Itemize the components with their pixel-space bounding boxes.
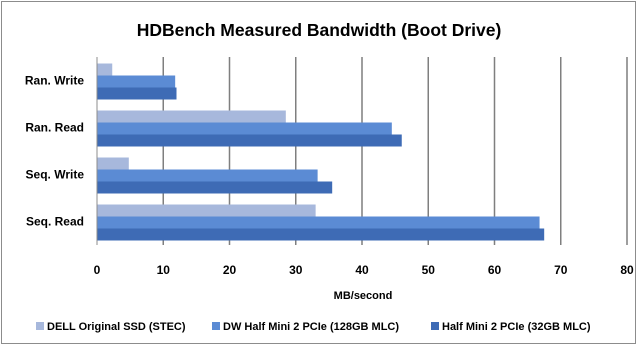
tick-labels: 0 10 20 30 40 50 60 70 80	[94, 263, 634, 277]
tick-label: 40	[355, 263, 369, 277]
x-axis-label: MB/second	[334, 290, 393, 302]
legend-label: DW Half Mini 2 PCIe (128GB MLC)	[223, 321, 399, 333]
legend-swatch	[212, 322, 220, 330]
legend: DELL Original SSD (STEC) DW Half Mini 2 P…	[36, 321, 591, 333]
tick-label: 20	[223, 263, 237, 277]
bar	[97, 122, 392, 135]
bar	[97, 63, 113, 76]
category-label: Ran. Write	[25, 74, 84, 88]
tick-label: 0	[94, 263, 101, 277]
bar	[97, 181, 333, 194]
bar	[97, 169, 318, 182]
legend-label: Half Mini 2 PCIe (32GB MLC)	[442, 321, 591, 333]
tick-label: 80	[620, 263, 634, 277]
bar	[97, 75, 176, 88]
legend-label: DELL Original SSD (STEC)	[47, 321, 186, 333]
tick-label: 60	[488, 263, 502, 277]
bar	[97, 110, 286, 123]
bar	[97, 216, 540, 229]
bars	[97, 63, 545, 241]
bar	[97, 134, 402, 147]
tick-label: 50	[422, 263, 436, 277]
legend-swatch	[431, 322, 439, 330]
category-label: Seq. Write	[26, 168, 85, 182]
tick-label: 10	[157, 263, 171, 277]
bar	[97, 204, 316, 217]
category-label: Seq. Read	[26, 215, 84, 229]
tick-label: 30	[289, 263, 303, 277]
bar	[97, 157, 129, 170]
bar	[97, 228, 545, 241]
chart-title: HDBench Measured Bandwidth (Boot Drive)	[137, 20, 502, 40]
tick-label: 70	[554, 263, 568, 277]
category-label: Ran. Read	[25, 121, 84, 135]
legend-swatch	[36, 322, 44, 330]
category-labels: Ran. Write Ran. Read Seq. Write Seq. Read	[25, 74, 84, 229]
bar	[97, 87, 177, 100]
